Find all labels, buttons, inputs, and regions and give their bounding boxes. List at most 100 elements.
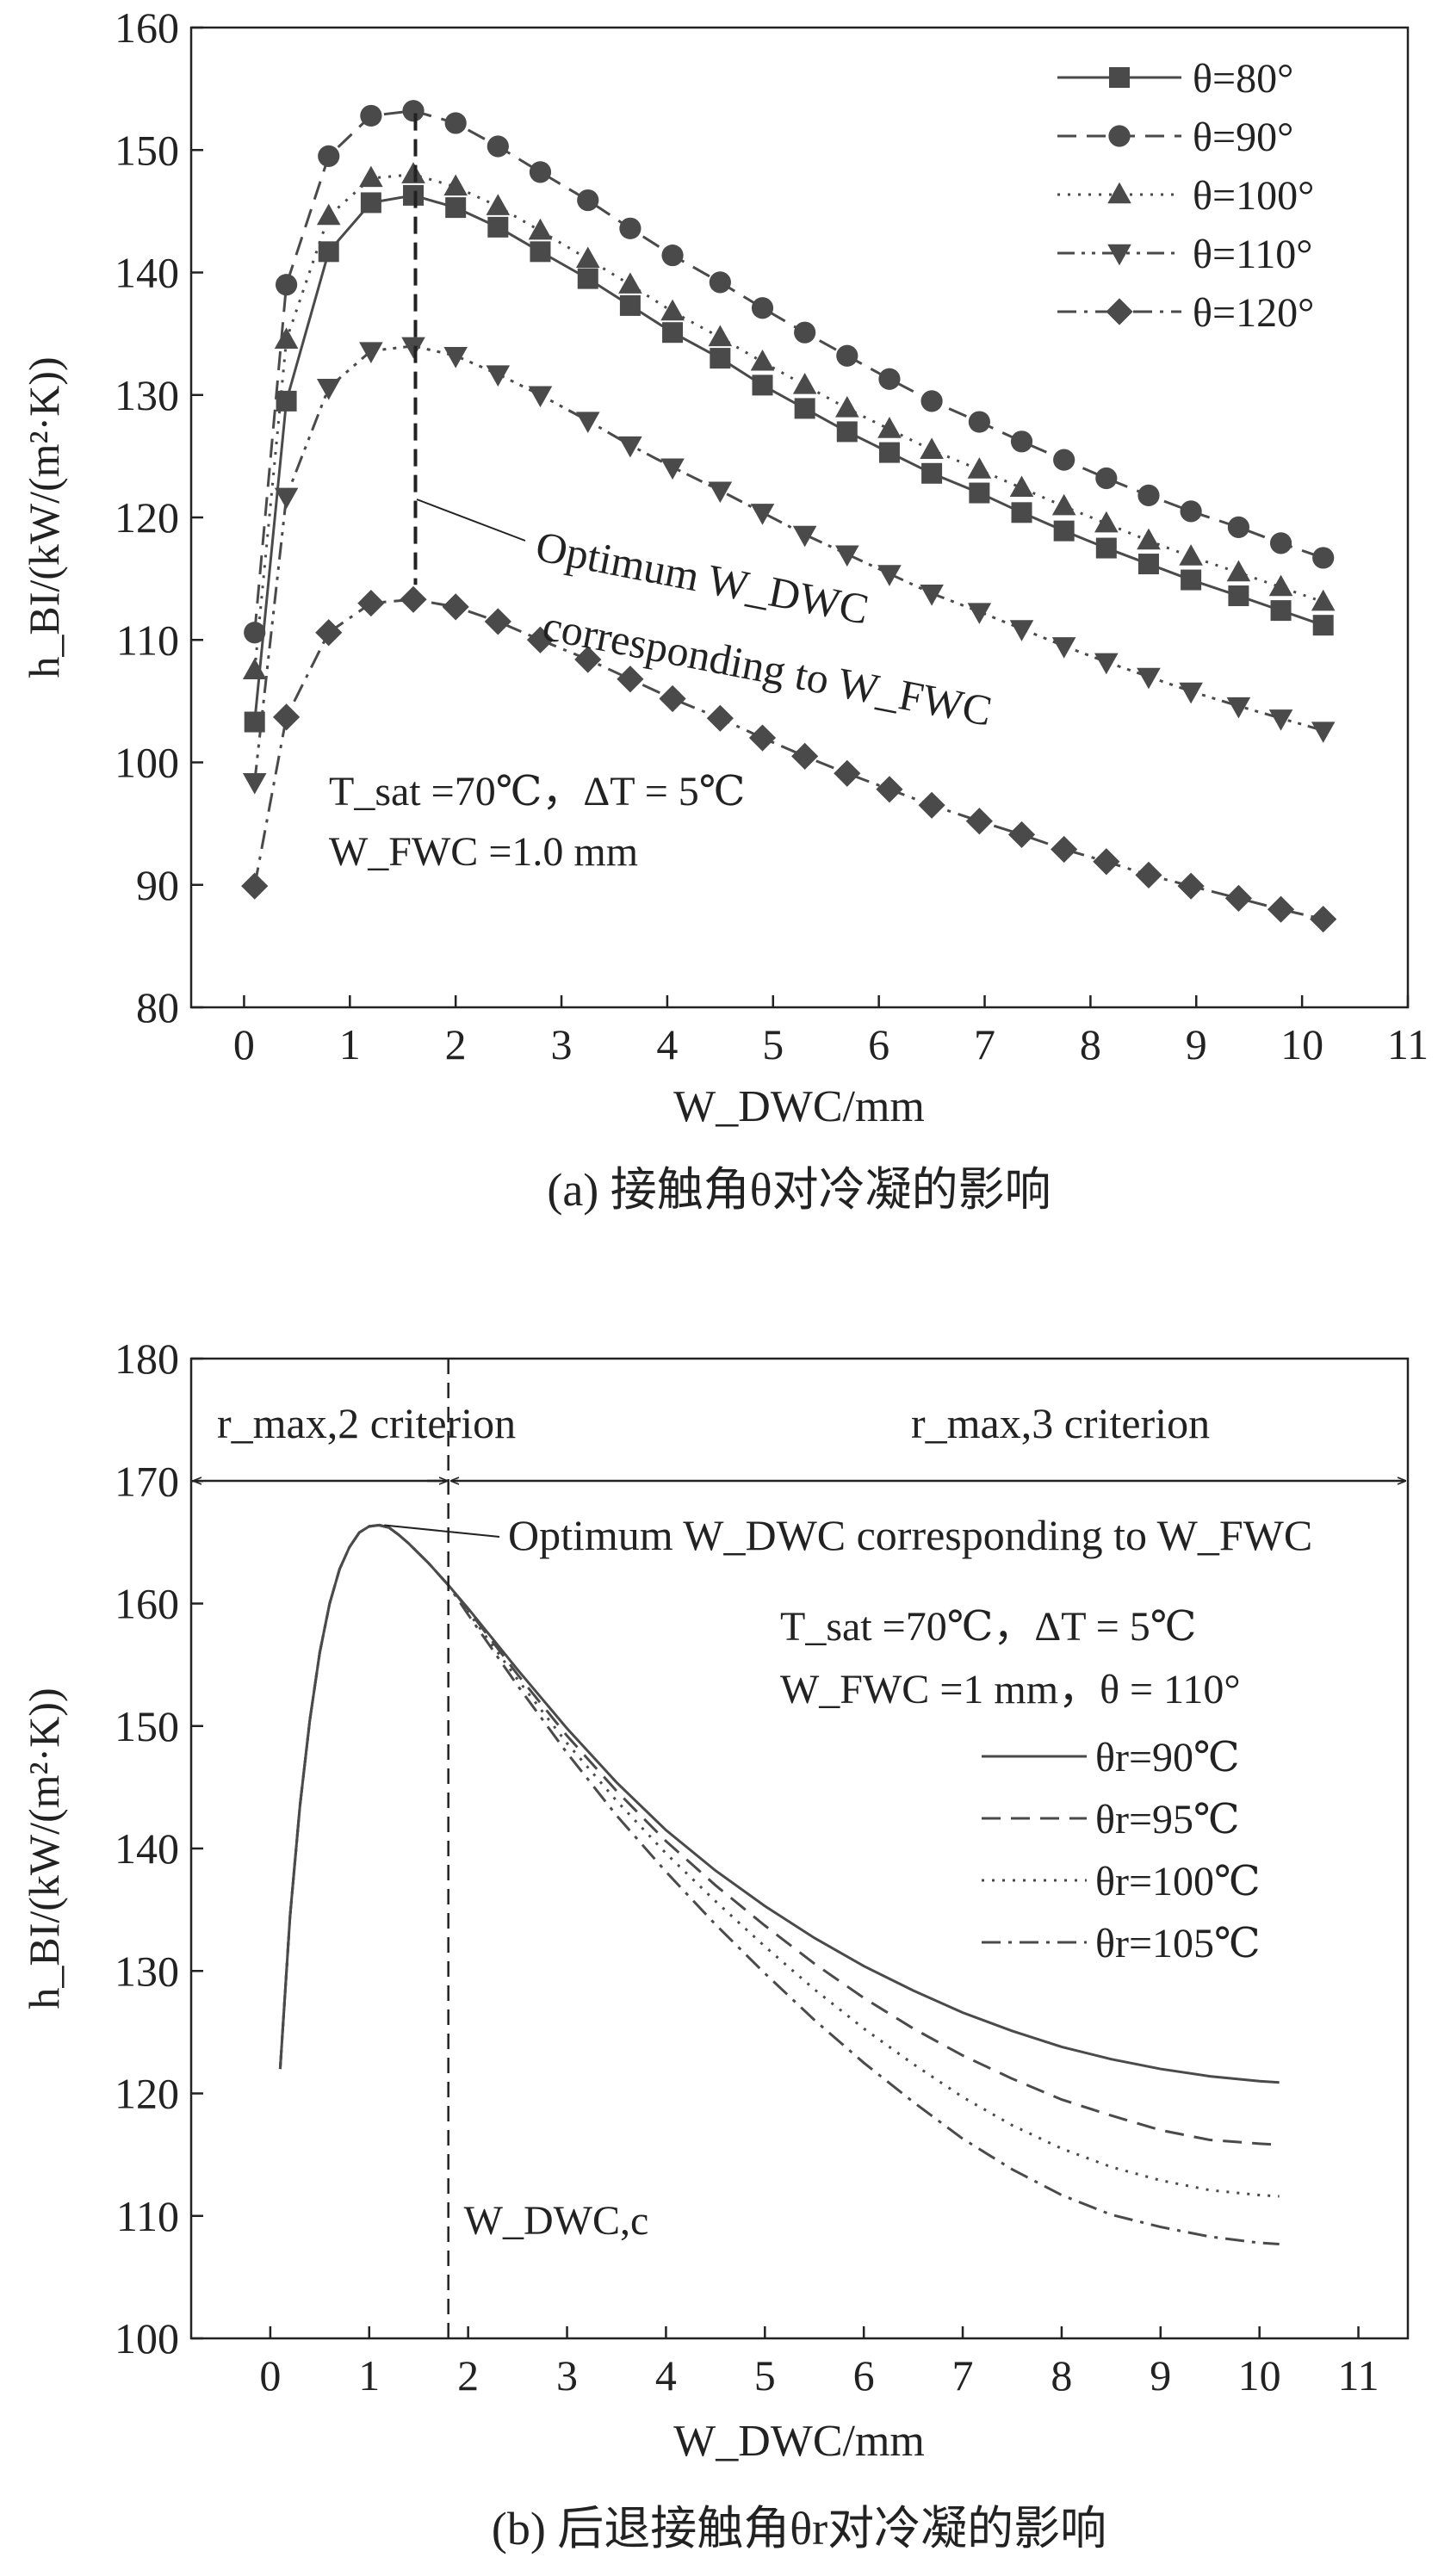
legend-item: θ=110° (1057, 232, 1312, 277)
x-tick-label: 0 (233, 1020, 255, 1068)
data-point (1226, 560, 1251, 582)
caption-a: (a) 接触角θ对冷凝的影响 (547, 1164, 1051, 1216)
data-point (487, 216, 509, 238)
chart-panel-a: 80 90 100 110 120 130 140 150 160 0 1 2 3 4 5 6 7 8 9 10 11… (20, 3, 1429, 1216)
data-point (661, 244, 684, 267)
x-tick-label: 3 (551, 1020, 573, 1068)
y-tick-label: 140 (115, 1824, 179, 1873)
data-point (708, 481, 733, 504)
data-point (1051, 637, 1076, 659)
y-axis-ticks-b: 100 110 120 130 140 150 160 170 180 (115, 1334, 203, 2362)
critical-width-label-b: W_DWC,c (464, 2198, 649, 2244)
data-point (530, 241, 551, 263)
data-point (274, 327, 299, 349)
series-a-1 (244, 184, 1334, 733)
x-tick-label: 9 (1150, 2351, 1171, 2400)
data-point (965, 808, 993, 835)
conditions-line2-a: W_FWC =1.0 mm (329, 829, 638, 875)
x-tick-label: 11 (1337, 2351, 1379, 2400)
data-point (445, 197, 467, 219)
y-tick-label: 140 (115, 249, 179, 297)
data-point (918, 791, 945, 819)
legend-marker (1108, 125, 1131, 147)
data-point (442, 593, 469, 621)
x-tick-label: 8 (1051, 2351, 1072, 2400)
data-point (878, 368, 901, 390)
conditions-line2-b: W_FWC =1 mm，θ = 110° (780, 1667, 1241, 1712)
data-point (618, 272, 642, 294)
data-point (486, 194, 511, 215)
data-point (275, 274, 298, 296)
legend-item: θr=100℃ (982, 1859, 1261, 1904)
series-a-5 (241, 585, 1337, 933)
x-tick-label: 8 (1080, 1020, 1101, 1068)
data-point (708, 325, 733, 347)
data-point (526, 626, 555, 653)
data-point (876, 776, 903, 803)
x-tick-label: 10 (1238, 2351, 1281, 2400)
y-tick-label: 170 (115, 1457, 179, 1505)
x-tick-label: 7 (974, 1020, 995, 1068)
data-point (316, 203, 341, 226)
data-point (574, 646, 602, 673)
data-point (794, 398, 815, 419)
data-point (1051, 835, 1078, 864)
caption-b: (b) 后退接触角θr对冷凝的影响 (492, 2503, 1106, 2554)
data-point (792, 372, 817, 394)
data-point (967, 457, 992, 479)
y-tick-label: 110 (116, 616, 179, 664)
legend-b: θr=90℃ θr=95℃ θr=100℃ θr=105℃ (982, 1735, 1261, 1966)
series-group-a (241, 100, 1337, 933)
data-point (359, 342, 383, 363)
data-point (402, 100, 425, 122)
data-point (315, 619, 343, 647)
data-point (619, 294, 641, 316)
legend-item: θr=105℃ (982, 1921, 1261, 1966)
x-tick-label: 5 (754, 2351, 776, 2400)
y-axis-label-a: h_BI/(kW/(m²·K)) (20, 356, 68, 678)
data-point (836, 344, 858, 367)
data-point (791, 742, 819, 770)
data-point (401, 162, 425, 183)
x-axis-label-a: W_DWC/mm (673, 1082, 925, 1131)
data-point (878, 442, 900, 463)
data-point (1228, 585, 1249, 607)
y-tick-label: 130 (115, 371, 179, 419)
data-point (1137, 667, 1161, 690)
legend-item: θ=100° (1057, 173, 1314, 219)
region-label-left-b: r_max,2 criterion (217, 1399, 516, 1447)
x-tick-label: 9 (1186, 1020, 1207, 1068)
y-tick-label: 150 (115, 1702, 179, 1750)
x-tick-label: 11 (1387, 1020, 1429, 1068)
x-tick-label: 7 (952, 2351, 974, 2400)
data-point (575, 412, 600, 434)
x-tick-label: 4 (656, 1020, 678, 1068)
data-point (403, 184, 425, 206)
data-point (1180, 500, 1202, 523)
data-point (920, 437, 944, 459)
y-tick-label: 120 (115, 493, 179, 542)
data-point (1227, 516, 1250, 538)
data-point (359, 165, 383, 188)
legend-label: θ=90° (1193, 115, 1293, 160)
data-point (276, 390, 297, 412)
data-point (969, 482, 990, 504)
data-point (360, 192, 381, 214)
data-point (662, 322, 684, 344)
chart-panel-b: 100 110 120 130 140 150 160 170 180 0 1 2 3 4 5 6 7 8 9 10… (20, 1334, 1410, 2554)
legend-label: θr=90℃ (1095, 1735, 1240, 1780)
series-a-2 (244, 100, 1335, 644)
x-tick-label: 3 (556, 2351, 578, 2400)
y-tick-label: 90 (136, 861, 179, 909)
data-point (316, 379, 341, 400)
data-point (486, 365, 511, 387)
data-point (1310, 905, 1337, 933)
series-b-4 (278, 1523, 1280, 2245)
optimum-leader-line-a (416, 498, 526, 542)
data-point (752, 375, 773, 396)
data-point (401, 337, 425, 359)
data-point (484, 608, 511, 635)
data-point (1224, 884, 1253, 912)
data-point (1267, 895, 1295, 923)
data-point (836, 421, 858, 443)
